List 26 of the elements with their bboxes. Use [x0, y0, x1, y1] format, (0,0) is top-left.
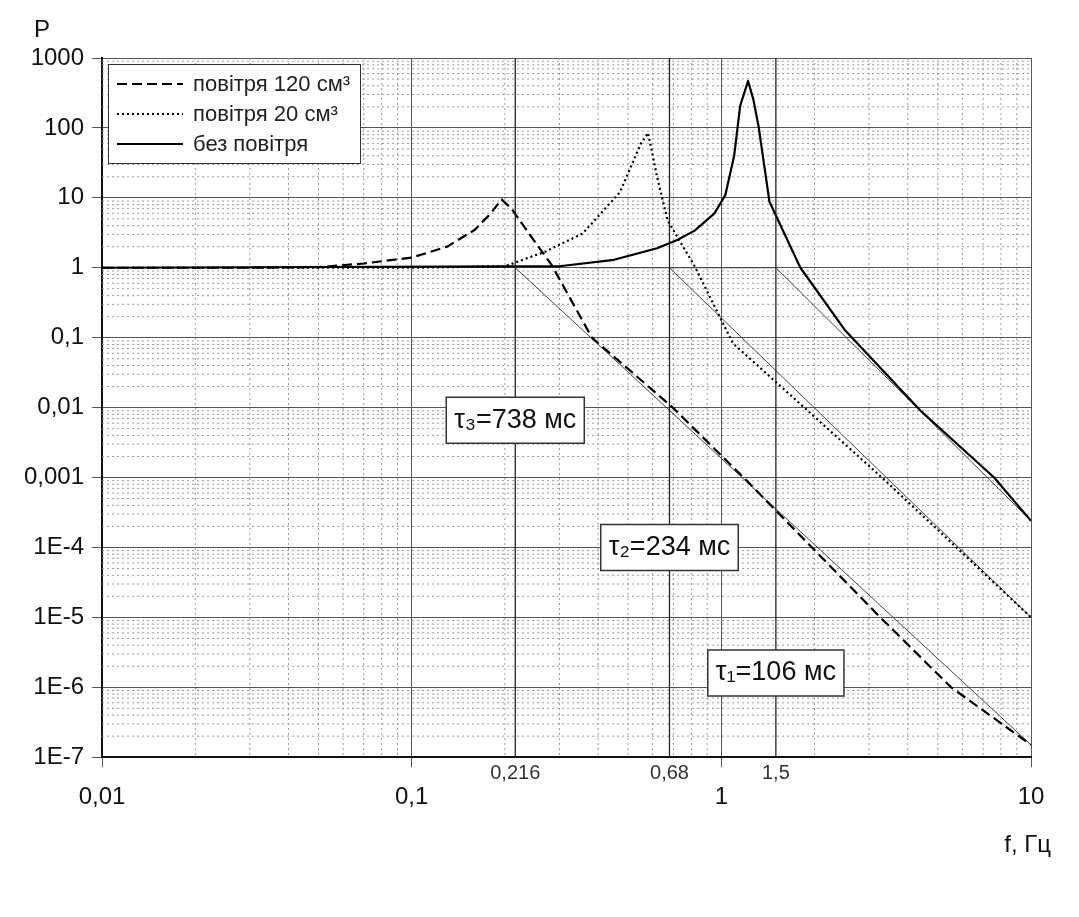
y-tick-label: 0,01 — [37, 392, 85, 420]
ref-line-label: 0,216 — [490, 760, 541, 783]
y-tick-label: 1E-5 — [33, 601, 85, 629]
y-tick-label: 1E-4 — [33, 532, 85, 560]
ref-line-label: 0,68 — [650, 760, 689, 783]
x-tick-label: 0,01 — [78, 782, 126, 810]
y-tick-label: 1E-6 — [33, 671, 85, 699]
y-tick-label: 0,001 — [24, 462, 85, 490]
y-tick-label: 1E-7 — [33, 741, 85, 769]
legend-label: повітря 120 см³ — [193, 70, 351, 98]
y-tick-label: 1 — [70, 252, 85, 280]
legend-label: без повітря — [193, 130, 309, 158]
y-tick-label: 100 — [44, 112, 85, 140]
annotation: τ₃=738 мс — [454, 403, 577, 434]
x-axis-title: f, Гц — [1004, 829, 1052, 857]
annotation: τ₂=234 мс — [608, 530, 731, 561]
x-tick-label: 0,1 — [395, 782, 429, 810]
legend-label: повітря 20 см³ — [193, 100, 338, 128]
x-tick-label: 10 — [1017, 782, 1045, 810]
y-axis-title: P — [34, 14, 51, 42]
annotation: τ₁=106 мс — [715, 656, 836, 687]
ref-line-label: 1,5 — [761, 760, 790, 783]
y-tick-label: 0,1 — [50, 322, 85, 350]
y-tick-label: 1000 — [30, 42, 85, 70]
y-tick-label: 10 — [57, 182, 85, 210]
x-tick-label: 1 — [714, 782, 729, 810]
